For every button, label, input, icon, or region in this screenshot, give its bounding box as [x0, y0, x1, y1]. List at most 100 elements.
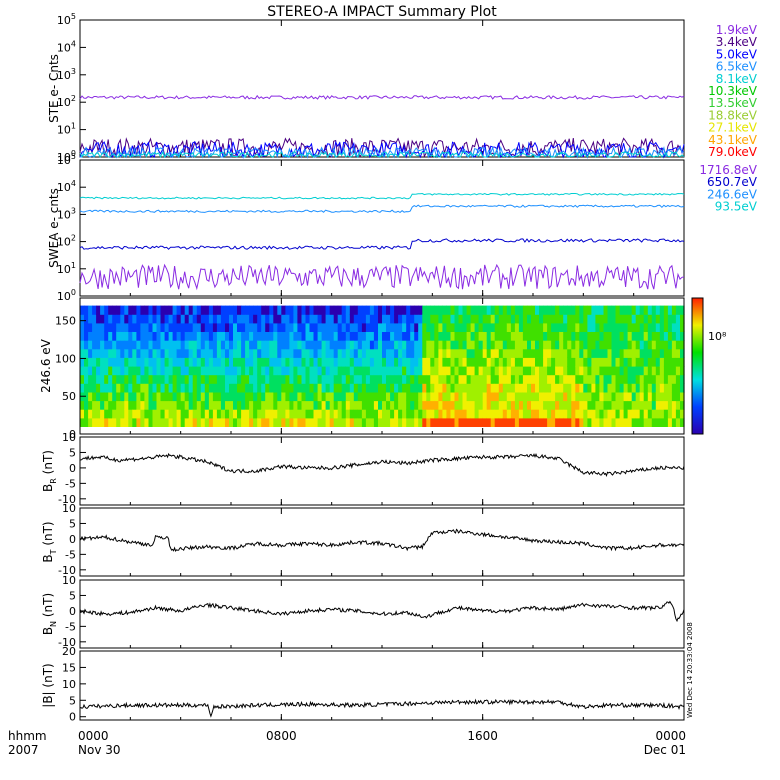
heatmap-cell — [184, 409, 190, 419]
heatmap-cell — [378, 305, 383, 315]
heatmap-cell — [591, 305, 596, 315]
heatmap-cell — [438, 400, 443, 410]
heatmap-cell — [643, 400, 649, 410]
heatmap-cell — [494, 340, 500, 350]
heatmap-cell — [482, 409, 488, 419]
heatmap-cell — [587, 417, 592, 427]
heatmap-cell — [378, 400, 383, 410]
heatmap-cell — [386, 366, 391, 376]
heatmap-cell — [543, 383, 548, 393]
heatmap-cell — [289, 305, 294, 315]
heatmap-cell — [458, 305, 464, 315]
heatmap-cell — [204, 417, 210, 427]
heatmap-cell — [502, 383, 508, 393]
heatmap-cell — [253, 391, 258, 402]
heatmap-cell — [398, 391, 403, 402]
heatmap-cell — [148, 314, 154, 324]
heatmap-cell — [100, 357, 105, 367]
heatmap-cell — [591, 331, 596, 341]
heatmap-cell — [108, 357, 113, 367]
heatmap-cell — [591, 322, 596, 332]
heatmap-cell — [619, 366, 625, 376]
heatmap-cell — [148, 417, 154, 427]
heatmap-cell — [168, 400, 174, 410]
heatmap-cell — [527, 331, 532, 341]
bt-ytick-label: 10 — [62, 502, 76, 515]
heatmap-cell — [458, 331, 464, 341]
heatmap-cell — [293, 322, 298, 332]
heatmap-cell — [486, 331, 492, 341]
heatmap-cell — [667, 331, 673, 341]
heatmap-cell — [200, 348, 206, 358]
heatmap-cell — [208, 331, 214, 341]
heatmap-cell — [527, 357, 532, 367]
heatmap-cell — [329, 417, 335, 427]
heatmap-cell — [325, 314, 331, 324]
heatmap-cell — [378, 383, 383, 393]
heatmap-cell — [176, 322, 182, 332]
heatmap-cell — [406, 366, 411, 376]
heatmap-cell — [164, 366, 170, 376]
heatmap-cell — [261, 340, 266, 350]
heatmap-cell — [522, 383, 528, 393]
heatmap-cell — [615, 305, 621, 315]
heatmap-cell — [386, 357, 391, 367]
heatmap-cell — [297, 366, 302, 376]
heatmap-cell — [176, 305, 182, 315]
heatmap-cell — [543, 322, 548, 332]
heatmap-cell — [571, 400, 576, 410]
heatmap-cell — [663, 340, 669, 350]
heatmap-cell — [623, 331, 629, 341]
heatmap-cell — [470, 314, 476, 324]
heatmap-cell — [104, 366, 109, 376]
heatmap-cell — [559, 322, 564, 332]
heatmap-cell — [309, 322, 315, 332]
heatmap-cell — [337, 374, 343, 384]
heatmap-cell — [470, 331, 476, 341]
heatmap-cell — [325, 374, 331, 384]
heatmap-cell — [88, 391, 93, 402]
heatmap-cell — [486, 314, 492, 324]
ste-legend-entry: 43.1keV — [708, 133, 758, 147]
heatmap-cell — [647, 374, 653, 384]
heatmap-cell — [208, 400, 214, 410]
heatmap-cell — [611, 383, 617, 393]
heatmap-cell — [337, 409, 343, 419]
heatmap-cell — [543, 340, 548, 350]
heatmap-cell — [390, 314, 395, 324]
heatmap-cell — [208, 417, 214, 427]
heatmap-cell — [394, 409, 399, 419]
heatmap-cell — [414, 366, 419, 376]
heatmap-cell — [410, 400, 415, 410]
heatmap-cell — [567, 391, 572, 402]
heatmap-cell — [430, 391, 435, 402]
heatmap-cell — [140, 366, 145, 376]
heatmap-cell — [237, 357, 242, 367]
heatmap-cell — [458, 314, 464, 324]
heatmap-cell — [539, 366, 544, 376]
heatmap-cell — [458, 374, 464, 384]
heatmap-cell — [237, 322, 242, 332]
heatmap-cell — [204, 409, 210, 419]
heatmap-cell — [635, 348, 641, 358]
heatmap-cell — [478, 348, 484, 358]
heatmap-cell — [418, 340, 423, 350]
heatmap-cell — [615, 400, 621, 410]
heatmap-cell — [245, 417, 250, 427]
heatmap-cell — [623, 322, 629, 332]
heatmap-cell — [257, 409, 262, 419]
heatmap-cell — [623, 374, 629, 384]
heatmap-cell — [164, 331, 170, 341]
heatmap-cell — [373, 409, 379, 419]
heatmap-cell — [261, 409, 266, 419]
heatmap-cell — [510, 322, 516, 332]
heatmap-cell — [208, 366, 214, 376]
heatmap-cell — [535, 383, 540, 393]
ste-ytick-label: 104 — [57, 39, 76, 54]
heatmap-cell — [241, 357, 246, 367]
heatmap-cell — [116, 322, 121, 332]
heatmap-cell — [486, 391, 492, 402]
heatmap-cell — [514, 383, 520, 393]
heatmap-cell — [571, 348, 576, 358]
heatmap-cell — [655, 374, 661, 384]
